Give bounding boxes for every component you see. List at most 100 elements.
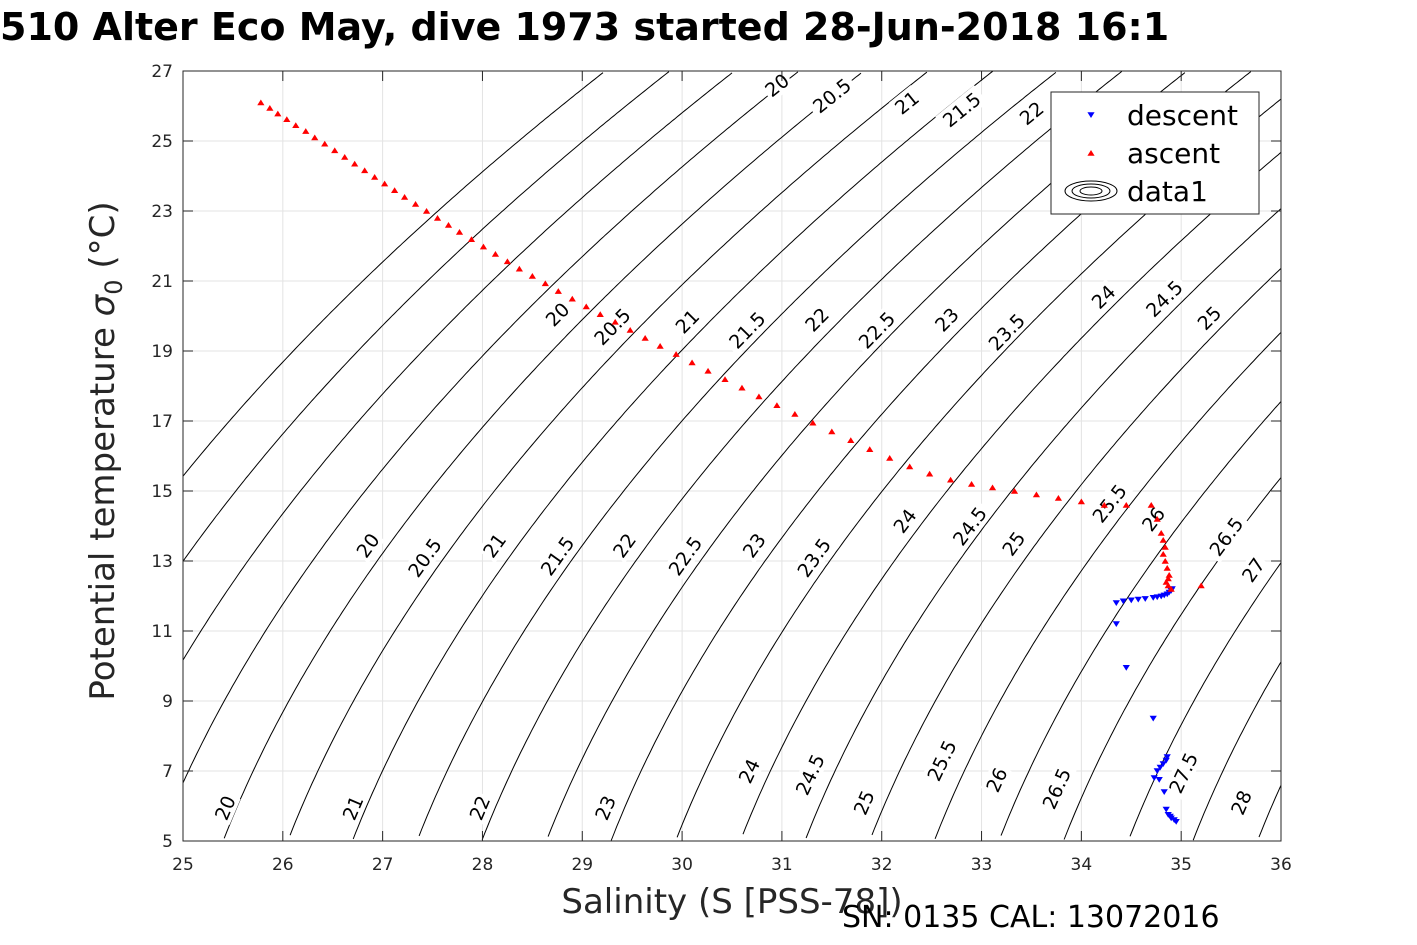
contour-label-group: 27 <box>1236 552 1271 588</box>
y-tick-label: 19 <box>151 342 173 362</box>
descent-point <box>1153 768 1161 775</box>
ascent-point <box>1153 515 1161 522</box>
contour-label: 22 <box>609 530 641 563</box>
contour-label-group: 25 <box>996 525 1031 562</box>
contour-label-group: 24.5 <box>945 499 994 553</box>
descent-point <box>1162 757 1170 764</box>
y-axis-label-main: Potential temperature <box>83 316 123 700</box>
contour-label: 21 <box>671 306 704 339</box>
ascent-point <box>656 343 664 349</box>
isopycnal-25.5 <box>805 208 1282 839</box>
ascent-point <box>773 402 781 408</box>
serial-calibration-note: SN: 0135 CAL: 13072016 <box>842 900 1220 935</box>
contour-label: 25.5 <box>923 737 961 785</box>
contour-label-bg <box>1202 509 1250 564</box>
ascent-point <box>809 419 817 426</box>
contour-label-group: 27.5 <box>1162 745 1204 801</box>
contour-label-bg <box>401 530 449 585</box>
axis-ticks: 25 26 27 28 29 30 31 32 33 34 35 36 5 7 9 11 13 15 17 19 21 2… <box>151 62 1291 875</box>
ascent-point <box>1032 491 1041 498</box>
descent-point <box>1134 596 1142 603</box>
descent-point <box>1160 789 1168 796</box>
isopycnal-28.5 <box>1192 661 1282 841</box>
ascent-point <box>988 484 997 491</box>
y-tick-label: 21 <box>151 272 173 292</box>
contour-label-bg <box>1085 476 1134 530</box>
ascent-point <box>582 303 590 310</box>
isopycnal-23 <box>481 71 1123 840</box>
contour-label-bg <box>935 85 988 134</box>
x-tick-label: 25 <box>172 855 194 875</box>
contour-label: 24 <box>735 756 765 787</box>
descent-point <box>1155 777 1163 783</box>
x-tick-label: 36 <box>1270 855 1292 875</box>
contour-label-bg <box>851 304 903 356</box>
contour-label-bg <box>350 527 385 564</box>
y-tick-label: 5 <box>162 832 173 852</box>
ascent-point <box>738 384 746 391</box>
descent-point <box>1127 597 1135 604</box>
legend: descent ascent data1 <box>1050 91 1260 215</box>
ascent-point <box>311 134 319 141</box>
y-tick-label: 17 <box>151 412 173 432</box>
ascent-point <box>302 128 310 134</box>
contour-label: 26 <box>982 765 1012 796</box>
ascent-point <box>391 187 399 194</box>
ascent-point <box>626 326 634 333</box>
contour-label-bg <box>790 530 838 585</box>
contour-label-group: 24.5 <box>1138 273 1190 324</box>
x-tick-label: 26 <box>272 855 294 875</box>
contour-label: 25 <box>1193 302 1226 335</box>
ascent-point <box>1161 543 1169 550</box>
ascent-point <box>351 160 359 167</box>
x-tick-label: 28 <box>472 855 494 875</box>
isopycnal-21.5 <box>289 71 928 836</box>
isopycnal-28 <box>1129 562 1282 837</box>
isopycnal-22.5 <box>418 72 1057 837</box>
contour-label-group: 22 <box>607 527 642 564</box>
isopycnal-26 <box>871 268 1282 836</box>
contour-label-bg <box>586 300 638 353</box>
ascent-point <box>467 236 476 243</box>
ascent-point <box>926 470 934 477</box>
y-tick-label: 9 <box>162 692 173 712</box>
x-tick-label: 35 <box>1170 855 1192 875</box>
contour-label: 27.5 <box>1165 749 1203 797</box>
contour-label-bg <box>661 529 709 583</box>
ascent-point <box>1054 494 1063 501</box>
contour-label-group: 20 <box>209 790 241 825</box>
contour-label-group: 23.5 <box>790 530 838 585</box>
contour-label-group: 23 <box>928 301 965 338</box>
x-tick-label: 30 <box>671 855 693 875</box>
contour-label-bg <box>887 502 922 539</box>
contour-label-bg <box>1013 95 1050 131</box>
descent-point <box>1149 715 1157 722</box>
isopycnal-21 <box>223 72 862 839</box>
contour-label-bg <box>1191 300 1227 336</box>
contour-label: 21 <box>479 530 511 563</box>
descent-point <box>1166 813 1174 820</box>
contour-label-group: 20 <box>350 527 385 564</box>
contour-label-group: 22 <box>463 790 495 825</box>
contour-label-bg <box>1225 785 1257 820</box>
contour-label-group: 22.5 <box>661 529 709 583</box>
contour-label: 26 <box>1138 503 1170 536</box>
ascent-point <box>554 288 562 294</box>
contour-label: 25 <box>850 787 880 818</box>
contour-label-bg <box>1138 273 1190 324</box>
contour-label-group: 24 <box>1085 279 1121 315</box>
legend-contour-ellipse <box>1071 183 1111 199</box>
legend-label-ascent: ascent <box>1127 137 1220 170</box>
grid <box>182 70 1282 842</box>
isopycnal-19.5 <box>182 71 670 562</box>
legend-contour-ellipse <box>1079 186 1103 196</box>
contour-label-group: 23.5 <box>981 306 1032 358</box>
contour-label-bg <box>589 790 621 825</box>
ascent-point <box>444 221 453 228</box>
ascent-point <box>433 214 442 221</box>
ascent-point <box>422 207 431 214</box>
ascent-point <box>266 105 274 111</box>
contour-label-bg <box>337 790 369 825</box>
contour-label-bg <box>1236 552 1271 588</box>
